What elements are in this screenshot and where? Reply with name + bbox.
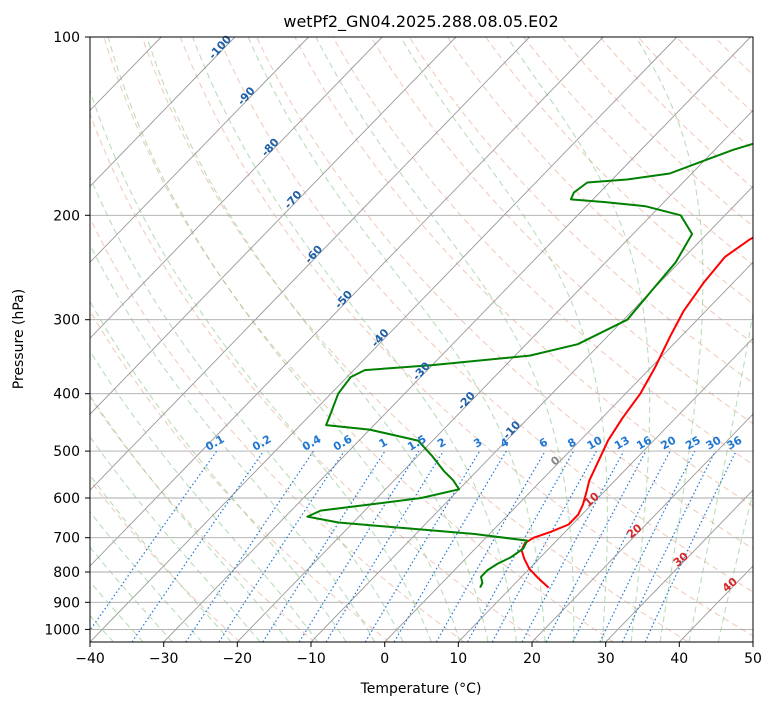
moist-adiabat [146, 37, 489, 642]
mixing-ratio-line [90, 450, 218, 632]
dry-adiabat [256, 37, 753, 550]
isotherm-line [90, 37, 530, 491]
dry-adiabat [90, 112, 540, 642]
moist-adiabat [506, 37, 651, 642]
mixing-ratio-line [325, 450, 445, 642]
isotherm-line [90, 37, 309, 263]
x-tick-label: 20 [523, 651, 541, 667]
isotherm-line [90, 37, 604, 567]
y-tick-label: 800 [53, 565, 80, 581]
moist-adiabat [90, 394, 290, 642]
moist-adiabat [400, 37, 608, 642]
mixing-ratio-line [644, 450, 737, 642]
isotherm-line [605, 489, 753, 642]
y-axis-label: Pressure (hPa) [11, 289, 27, 389]
moist-adiabat [717, 489, 753, 642]
x-tick-label: −10 [296, 651, 326, 667]
dry-adiabat [370, 37, 753, 425]
chart-title: wetPf2_GN04.2025.288.08.05.E02 [283, 12, 558, 32]
x-tick-label: 10 [449, 651, 467, 667]
isotherm-line [90, 37, 457, 415]
isotherm-line [90, 37, 678, 642]
dewpoint-profile-line [306, 142, 753, 589]
mixing-ratio-line [393, 450, 507, 642]
background-lines [90, 37, 753, 642]
dry-adiabat [103, 37, 614, 642]
dry-adiabat [90, 309, 390, 642]
mixing-ratio-line [466, 450, 575, 642]
isotherm-line [163, 37, 751, 642]
moist-adiabat [90, 435, 261, 642]
dry-adiabat [90, 216, 465, 642]
y-tick-label: 900 [53, 595, 80, 611]
moist-adiabat [90, 300, 347, 642]
y-tick-label: 1000 [44, 622, 80, 638]
y-tick-label: 700 [53, 531, 80, 547]
x-tick-label: −40 [75, 651, 105, 667]
isotherm-line [310, 185, 753, 642]
mixing-ratio-line [262, 450, 386, 642]
plot-frame [89, 36, 754, 643]
plot-area [90, 37, 753, 642]
mixing-ratio-line [491, 450, 597, 642]
moist-adiabat [315, 37, 575, 642]
mixing-ratio-line [364, 450, 481, 642]
moist-adiabat [688, 309, 753, 642]
mixing-ratio-line [298, 450, 420, 642]
mixing-ratio-line [435, 450, 546, 642]
dry-adiabat [90, 479, 241, 642]
x-tick-label: −20 [223, 651, 253, 667]
x-tick-label: 50 [744, 651, 762, 667]
isotherm-line [457, 337, 753, 642]
y-tick-label: 600 [53, 491, 80, 507]
y-tick-label: 400 [53, 387, 80, 403]
y-tick-label: 300 [53, 313, 80, 329]
moist-adiabat [635, 37, 704, 642]
mixing-ratio-line [521, 450, 625, 642]
y-tick-label: 100 [53, 30, 80, 46]
y-tick-label: 500 [53, 444, 80, 460]
profile-curves [306, 142, 753, 589]
dry-adiabat [523, 37, 753, 266]
x-tick-label: 30 [597, 651, 615, 667]
moist-adiabat [192, 37, 518, 642]
x-axis-label: Temperature (°C) [360, 681, 482, 697]
axis-ticks: −40 −30 −20 −10 0 10 20 30 40 50 100 200 300 400 500 60… [44, 30, 762, 667]
mixing-ratio-line [131, 450, 265, 642]
isotherm-line [90, 37, 236, 188]
mixing-ratio-line [621, 450, 716, 642]
moist-adiabat [90, 474, 232, 642]
dry-adiabat [294, 37, 753, 507]
dry-adiabat [217, 37, 753, 593]
mixing-ratio-line [599, 450, 696, 642]
y-tick-label: 200 [53, 208, 80, 224]
dry-adiabat [637, 37, 753, 151]
x-tick-label: −30 [149, 651, 179, 667]
x-tick-label: 0 [380, 651, 389, 667]
moist-adiabat [90, 350, 319, 642]
isotherm-line [236, 109, 753, 642]
moist-adiabat [90, 243, 376, 642]
isotherm-line [531, 413, 753, 642]
isotherm-line [384, 261, 753, 642]
moist-adiabat [247, 37, 546, 642]
moist-adiabat [90, 88, 432, 642]
moist-adiabat [107, 37, 461, 642]
dry-adiabat [485, 37, 753, 305]
x-tick-label: 40 [670, 651, 688, 667]
temperature-profile-line [520, 236, 753, 589]
dry-adiabat [408, 37, 753, 384]
dry-adiabat [141, 37, 689, 642]
isotherm-line [90, 37, 383, 339]
